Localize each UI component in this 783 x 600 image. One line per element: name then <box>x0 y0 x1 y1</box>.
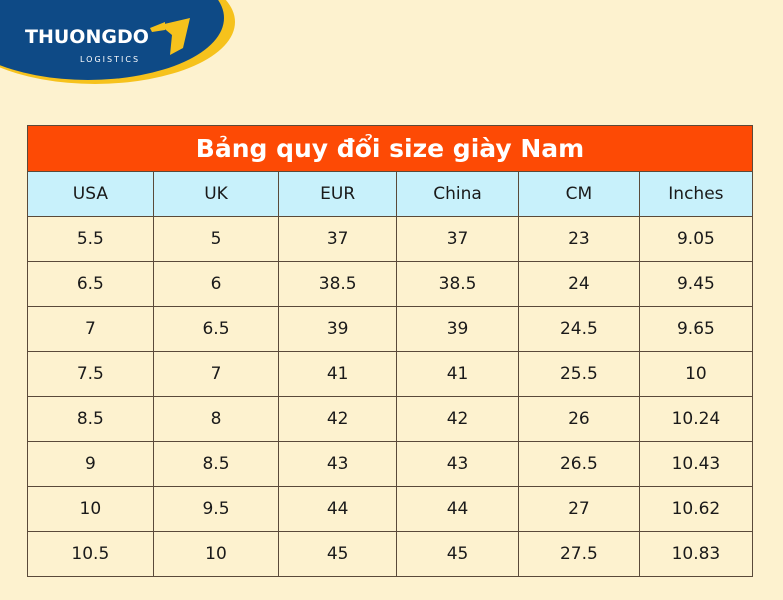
table-cell: 8.5 <box>27 396 154 442</box>
table-row: 10 9.5 44 44 27 10.62 <box>27 486 754 532</box>
table-cell: 7 <box>27 306 154 352</box>
table-cell: 27 <box>518 486 640 532</box>
table-cell: 9.05 <box>638 216 754 262</box>
table-cell: 44 <box>278 486 398 532</box>
table-cell: 43 <box>396 441 520 487</box>
table-cell: 9.5 <box>152 486 280 532</box>
table-cell: 10 <box>152 531 280 577</box>
logo-text: THUONGDO <box>25 26 149 48</box>
shoe-size-table: Bảng quy đổi size giày Nam USA UK EUR China… <box>27 125 754 577</box>
column-header: Inches <box>638 171 754 217</box>
table-cell: 39 <box>396 306 520 352</box>
table-cell: 27.5 <box>518 531 640 577</box>
table-cell: 9 <box>27 441 154 487</box>
column-header: China <box>396 171 520 217</box>
table-cell: 42 <box>396 396 520 442</box>
table-cell: 10.62 <box>638 486 754 532</box>
table-cell: 8 <box>152 396 280 442</box>
table-cell: 10.43 <box>638 441 754 487</box>
table-cell: 38.5 <box>396 261 520 307</box>
table-cell: 10.5 <box>27 531 154 577</box>
table-row: 8.5 8 42 42 26 10.24 <box>27 396 754 442</box>
logo-subtext: LOGISTICS <box>80 55 140 64</box>
table-cell: 43 <box>278 441 398 487</box>
table-cell: 7 <box>152 351 280 397</box>
table-row: 10.5 10 45 45 27.5 10.83 <box>27 531 754 577</box>
table-cell: 10.24 <box>638 396 754 442</box>
table-cell: 10.83 <box>638 531 754 577</box>
table-cell: 6.5 <box>27 261 154 307</box>
table-cell: 41 <box>278 351 398 397</box>
table-cell: 45 <box>278 531 398 577</box>
table-cell: 26 <box>518 396 640 442</box>
table-cell: 9.45 <box>638 261 754 307</box>
table-cell: 26.5 <box>518 441 640 487</box>
table-cell: 42 <box>278 396 398 442</box>
table-cell: 7.5 <box>27 351 154 397</box>
table-cell: 37 <box>396 216 520 262</box>
column-header: CM <box>518 171 640 217</box>
table-cell: 39 <box>278 306 398 352</box>
table-row: 6.5 6 38.5 38.5 24 9.45 <box>27 261 754 307</box>
table-row: 7.5 7 41 41 25.5 10 <box>27 351 754 397</box>
table-cell: 23 <box>518 216 640 262</box>
table-cell: 45 <box>396 531 520 577</box>
table-cell: 41 <box>396 351 520 397</box>
table-cell: 24 <box>518 261 640 307</box>
table-row: 9 8.5 43 43 26.5 10.43 <box>27 441 754 487</box>
table-cell: 44 <box>396 486 520 532</box>
column-header: USA <box>27 171 154 217</box>
column-header: UK <box>152 171 280 217</box>
column-header: EUR <box>278 171 398 217</box>
table-cell: 9.65 <box>638 306 754 352</box>
table-row: 7 6.5 39 39 24.5 9.65 <box>27 306 754 352</box>
table-cell: 8.5 <box>152 441 280 487</box>
table-cell: 5.5 <box>27 216 154 262</box>
table-cell: 6 <box>152 261 280 307</box>
table-cell: 10 <box>27 486 154 532</box>
table-cell: 37 <box>278 216 398 262</box>
table-row: 5.5 5 37 37 23 9.05 <box>27 216 754 262</box>
thuongdo-logo: THUONGDO LOGISTICS <box>0 0 235 84</box>
table-cell: 24.5 <box>518 306 640 352</box>
table-cell: 10 <box>638 351 754 397</box>
table-cell: 5 <box>152 216 280 262</box>
table-cell: 38.5 <box>278 261 398 307</box>
table-cell: 25.5 <box>518 351 640 397</box>
table-cell: 6.5 <box>152 306 280 352</box>
table-title: Bảng quy đổi size giày Nam <box>27 125 753 172</box>
